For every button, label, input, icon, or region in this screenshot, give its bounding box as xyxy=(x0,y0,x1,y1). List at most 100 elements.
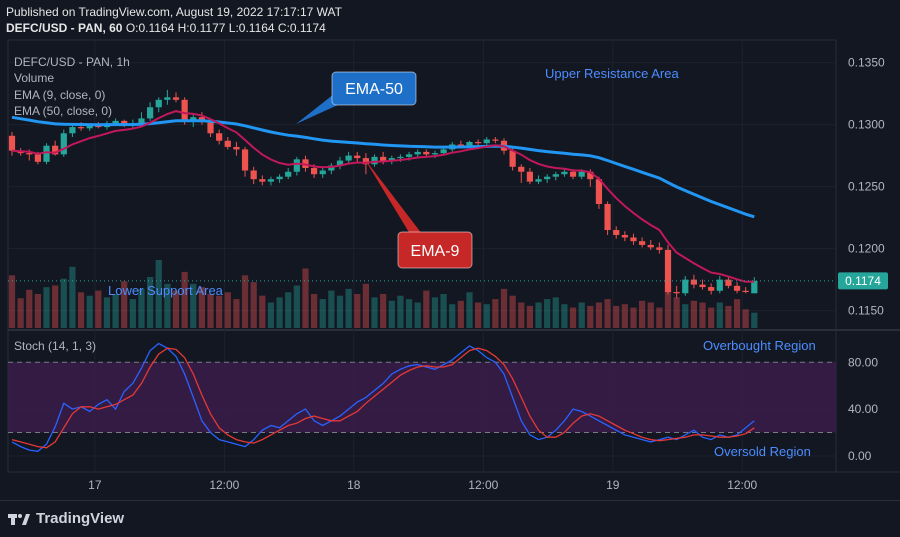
candle-body xyxy=(69,127,76,134)
volume-bar xyxy=(121,281,128,328)
candle-body xyxy=(518,166,525,172)
axis-layer: 0.1150 0.1200 0.1250 0.1300 0.1350 0.00 40.00 8… xyxy=(88,56,885,492)
ema50-line xyxy=(11,115,755,219)
candle-body xyxy=(319,170,326,175)
candle-body xyxy=(535,179,542,182)
volume-bar xyxy=(250,282,257,328)
candle-body xyxy=(172,97,180,100)
candle-body xyxy=(380,156,387,161)
volume-bar xyxy=(569,307,577,328)
volume-bar xyxy=(328,290,335,328)
last-price-badge: 0.1174 xyxy=(838,272,888,290)
candle-body xyxy=(146,107,154,119)
stoch-line-layer xyxy=(11,342,755,452)
volume-bar xyxy=(276,297,283,328)
ohlc-values: O:0.1164 H:0.1177 L:0.1164 C:0.1174 xyxy=(125,21,326,35)
volume-bar xyxy=(241,275,249,328)
candle-body xyxy=(328,165,335,171)
candle-body xyxy=(725,279,732,286)
stoch-band-layer xyxy=(8,361,836,434)
ema50-callout: EMA-50 xyxy=(296,71,417,124)
volume-bar xyxy=(457,300,464,328)
volume-bar xyxy=(561,304,568,328)
candle-body xyxy=(43,145,50,162)
time-tick-label: 18 xyxy=(347,478,361,492)
volume-bar xyxy=(621,304,628,328)
volume-bar xyxy=(354,294,361,328)
legend-ema9: EMA (9, close, 0) xyxy=(14,88,106,102)
volume-bar xyxy=(509,295,516,328)
candle-body xyxy=(95,125,102,128)
volume-bar xyxy=(69,266,76,328)
candle-body xyxy=(526,171,534,182)
candle-body xyxy=(250,170,257,180)
published-line: Published on TradingView.com, August 19,… xyxy=(6,5,342,19)
last-price-value: 0.1174 xyxy=(845,274,881,288)
legend-ema50: EMA (50, close, 0) xyxy=(14,104,113,118)
volume-bar xyxy=(405,299,413,328)
volume-bar xyxy=(198,287,206,328)
volume-bar xyxy=(682,304,689,328)
tradingview-logo-icon xyxy=(8,513,30,525)
price-tick-label: 0.1200 xyxy=(848,242,885,256)
volume-bar xyxy=(647,302,654,328)
volume-bar xyxy=(630,307,637,328)
volume-bar xyxy=(673,297,680,328)
volume-bar xyxy=(319,299,326,328)
volume-bar xyxy=(552,297,559,328)
candle-body xyxy=(336,160,344,166)
candle-body xyxy=(34,154,42,162)
price-tick-label: 0.1250 xyxy=(848,180,885,194)
time-tick-label: 12:00 xyxy=(209,478,239,492)
tradingview-brand[interactable]: TradingView xyxy=(8,510,124,527)
candle-body xyxy=(60,133,67,155)
candle-body xyxy=(595,179,603,204)
price-tick-label: 0.1350 xyxy=(848,56,885,70)
ema50-callout-box xyxy=(331,71,417,106)
price-tick-label: 0.1150 xyxy=(848,304,884,318)
candle-body xyxy=(112,120,119,124)
volume-bar xyxy=(708,307,715,328)
volume-bar xyxy=(544,299,551,328)
volume-bar xyxy=(95,290,102,328)
volume-bar xyxy=(414,302,421,328)
candle-body xyxy=(578,171,585,177)
ema-layer xyxy=(8,110,836,283)
volume-bar xyxy=(181,271,188,328)
volume-bar xyxy=(138,288,145,328)
candle-layer xyxy=(8,89,758,299)
candle-body xyxy=(474,141,482,144)
candle-body xyxy=(77,127,85,129)
ema50-callout-pointer xyxy=(296,94,340,124)
volume-bar xyxy=(664,290,672,328)
legend-symbol: DEFC/USD - PAN, 1h xyxy=(14,55,130,69)
candle-body xyxy=(638,241,646,245)
volume-bar xyxy=(474,302,482,328)
price-tick-label: 0.1300 xyxy=(848,118,885,132)
volume-bar xyxy=(112,294,119,328)
stoch-k-line xyxy=(11,342,755,452)
volume-bar xyxy=(285,292,292,328)
volume-bar xyxy=(613,305,620,328)
volume-bar xyxy=(690,300,698,328)
volume-bar xyxy=(86,295,93,328)
volume-bar xyxy=(345,288,352,328)
candle-body xyxy=(544,176,551,180)
volume-bar xyxy=(129,299,136,328)
volume-bar xyxy=(578,302,585,328)
candle-body xyxy=(371,156,378,165)
volume-bar xyxy=(751,312,758,328)
candle-body xyxy=(8,135,16,151)
volume-bar xyxy=(535,302,542,328)
volume-bar xyxy=(233,299,240,328)
volume-bar xyxy=(483,304,490,328)
candle-body xyxy=(552,174,559,177)
candle-body xyxy=(561,171,568,175)
candle-body xyxy=(708,287,715,291)
volume-bar xyxy=(267,302,275,328)
candle-body xyxy=(276,176,283,180)
overbought-label: Overbought Region xyxy=(703,338,816,353)
volume-bar xyxy=(146,277,154,328)
volume-bar xyxy=(466,292,473,328)
